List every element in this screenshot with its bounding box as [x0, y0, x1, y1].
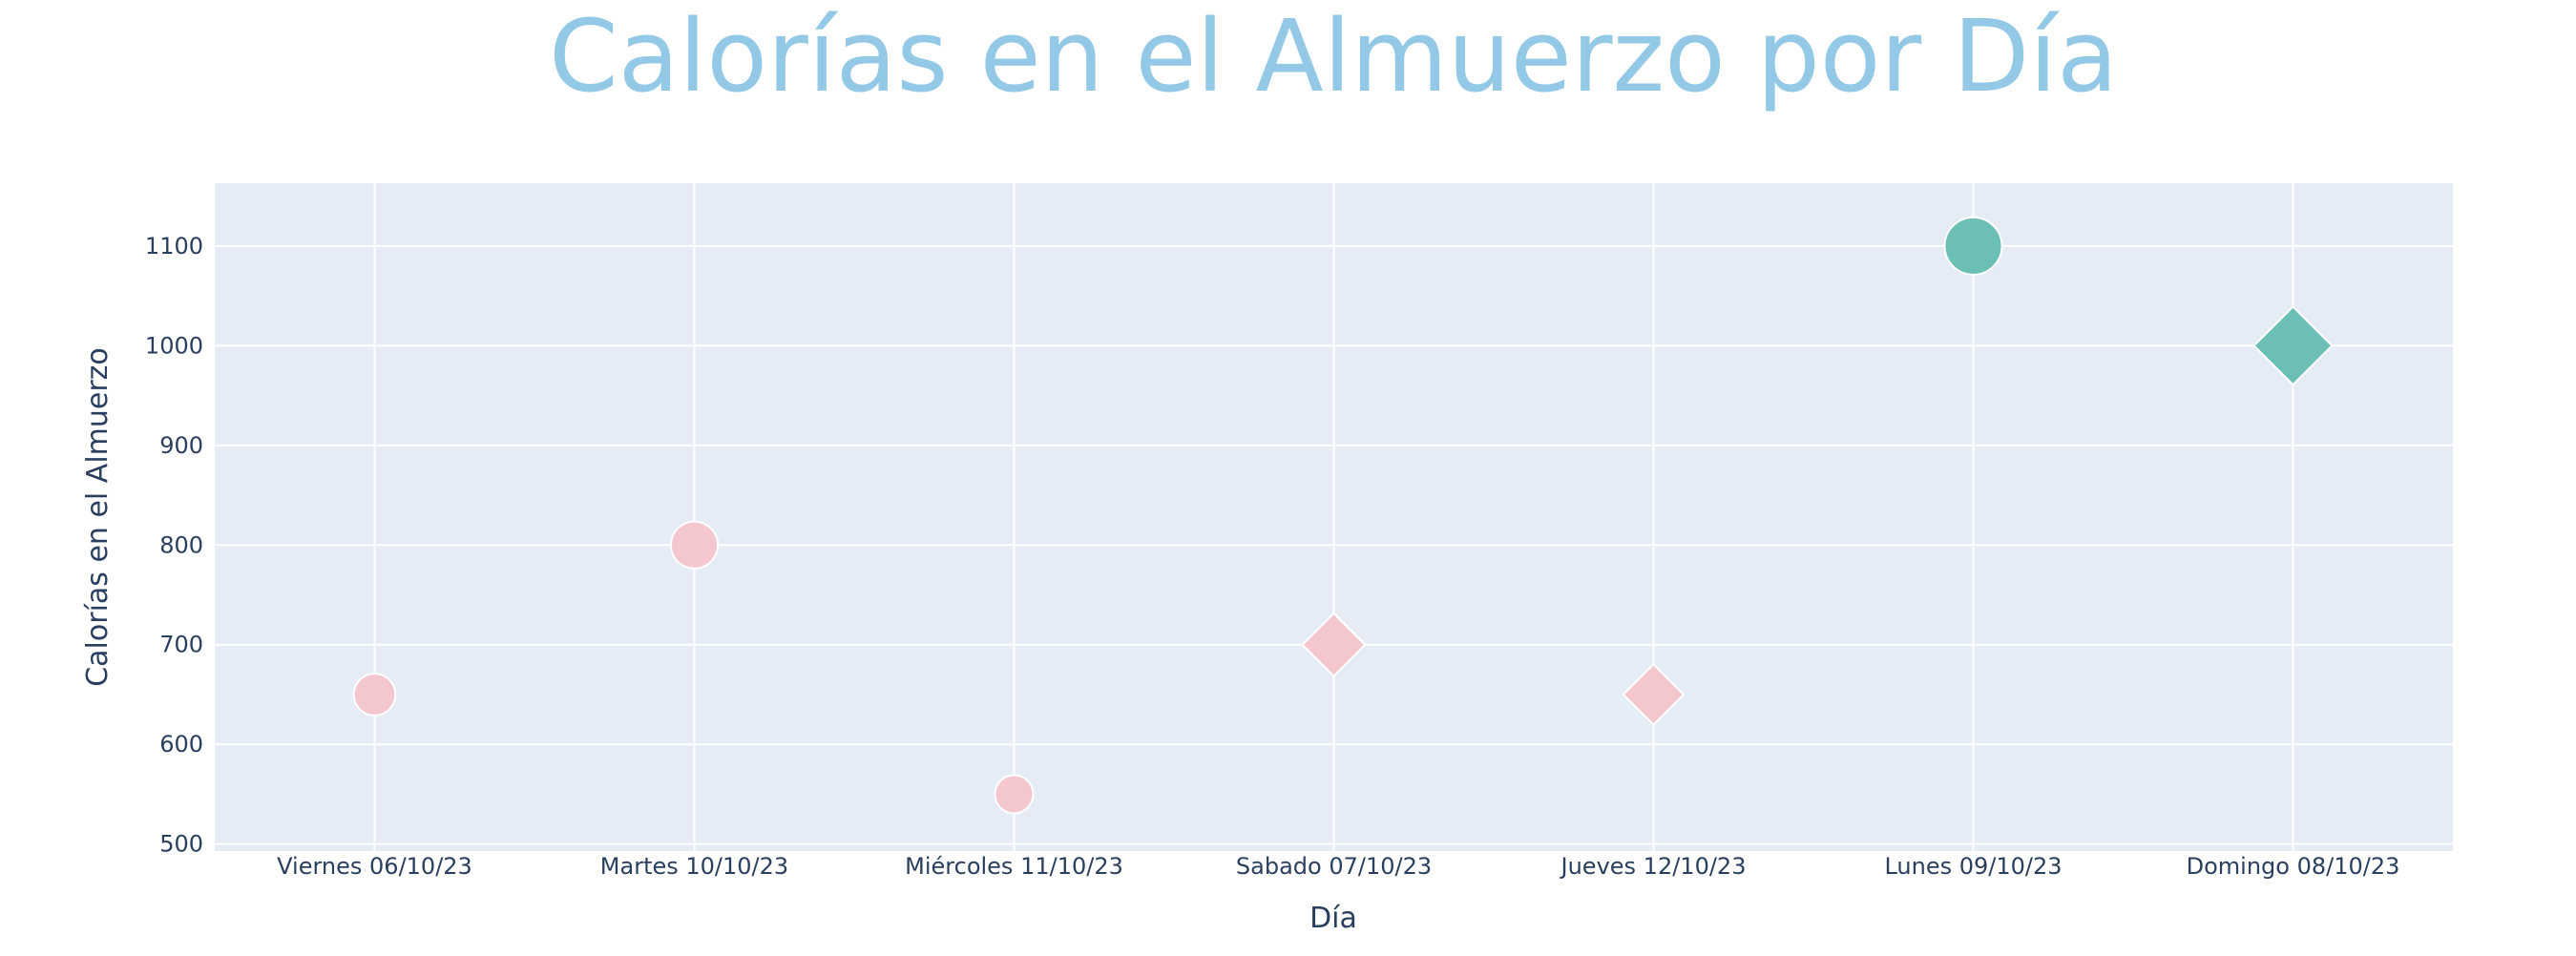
y-tick-label: 700: [159, 632, 203, 658]
x-tick-label: Miércoles 11/10/23: [905, 853, 1123, 880]
data-point-circle: [669, 520, 720, 570]
data-point-circle: [1943, 216, 2003, 276]
x-axis-title: Día: [1309, 902, 1357, 935]
y-tick-label: 1000: [145, 332, 203, 359]
x-tick-label: Viernes 06/10/23: [277, 853, 472, 880]
y-tick-labels: 500 600 700 800 900 1000 1100: [145, 233, 203, 858]
chart-title: Calorías en el Almuerzo por Día: [549, 0, 2118, 114]
data-point-diamond: [1301, 612, 1367, 678]
x-tick-label: Lunes 09/10/23: [1884, 853, 2062, 880]
data-markers: [352, 216, 2334, 815]
x-tick-label: Sabado 07/10/23: [1236, 853, 1432, 880]
y-tick-label: 600: [159, 731, 203, 758]
y-tick-label: 800: [159, 531, 203, 558]
data-point-circle: [352, 673, 397, 717]
x-tick-labels: Viernes 06/10/23 Martes 10/10/23 Miércoles…: [277, 853, 2399, 880]
y-tick-label: 900: [159, 432, 203, 459]
data-point-circle: [994, 774, 1035, 815]
y-tick-label: 500: [159, 831, 203, 858]
y-axis-title: Calorías en el Almuerzo: [81, 347, 115, 687]
x-tick-label: Martes 10/10/23: [600, 853, 788, 880]
data-point-diamond: [2252, 305, 2334, 386]
x-gridlines: [373, 183, 2294, 851]
x-tick-label: Domingo 08/10/23: [2187, 853, 2400, 880]
data-point-diamond: [1622, 662, 1686, 727]
x-tick-label: Jueves 12/10/23: [1560, 853, 1747, 880]
y-tick-label: 1100: [145, 233, 203, 260]
